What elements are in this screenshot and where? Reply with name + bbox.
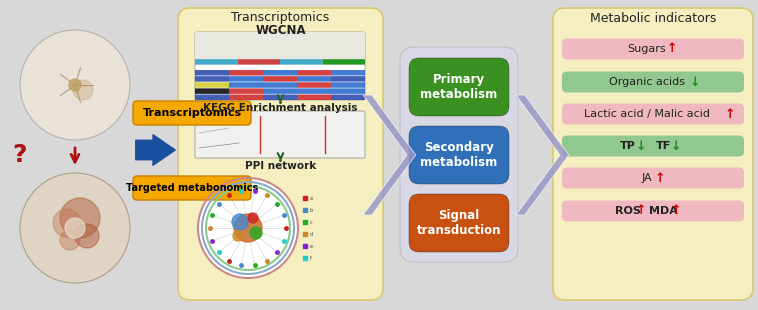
Text: Targeted metabonomics: Targeted metabonomics (126, 183, 258, 193)
FancyBboxPatch shape (195, 111, 365, 158)
FancyBboxPatch shape (195, 82, 229, 88)
FancyBboxPatch shape (400, 47, 518, 262)
FancyBboxPatch shape (562, 201, 744, 222)
FancyBboxPatch shape (229, 82, 263, 88)
Text: Sugars: Sugars (628, 44, 666, 54)
Text: MDA: MDA (649, 206, 678, 216)
Text: b: b (310, 207, 313, 212)
Text: ↓: ↓ (671, 140, 681, 153)
Circle shape (234, 214, 262, 242)
FancyBboxPatch shape (263, 88, 297, 94)
Text: Transcriptomics: Transcriptomics (143, 108, 242, 118)
FancyBboxPatch shape (331, 95, 365, 100)
Circle shape (53, 209, 81, 237)
FancyBboxPatch shape (263, 70, 297, 76)
Text: TP: TP (620, 141, 636, 151)
FancyArrowPatch shape (136, 135, 175, 165)
Text: WGCNA: WGCNA (255, 24, 305, 38)
Circle shape (60, 198, 100, 238)
FancyBboxPatch shape (297, 82, 331, 88)
FancyBboxPatch shape (409, 58, 509, 116)
Text: Lactic acid / Malic acid: Lactic acid / Malic acid (584, 109, 710, 119)
Text: ↑: ↑ (636, 205, 647, 218)
Circle shape (75, 224, 99, 248)
Text: ↑: ↑ (671, 205, 681, 218)
FancyBboxPatch shape (331, 70, 365, 76)
FancyBboxPatch shape (178, 8, 383, 300)
Polygon shape (516, 95, 568, 215)
Circle shape (73, 80, 93, 100)
FancyBboxPatch shape (195, 32, 365, 63)
FancyBboxPatch shape (195, 32, 365, 100)
FancyBboxPatch shape (297, 70, 331, 76)
FancyBboxPatch shape (553, 8, 753, 300)
FancyBboxPatch shape (562, 167, 744, 188)
FancyBboxPatch shape (297, 95, 331, 100)
Text: Secondary
metabolism: Secondary metabolism (421, 140, 497, 170)
FancyBboxPatch shape (195, 70, 229, 76)
Text: Signal
transduction: Signal transduction (417, 209, 501, 237)
Text: a: a (310, 196, 313, 201)
FancyBboxPatch shape (229, 70, 263, 76)
FancyBboxPatch shape (409, 194, 509, 252)
Text: e: e (310, 243, 313, 249)
Text: ↑: ↑ (667, 42, 678, 55)
FancyBboxPatch shape (562, 104, 744, 125)
FancyBboxPatch shape (195, 95, 229, 100)
FancyBboxPatch shape (322, 59, 365, 65)
Text: d: d (310, 232, 313, 237)
FancyBboxPatch shape (195, 59, 237, 65)
Circle shape (233, 231, 243, 241)
Text: ↑: ↑ (654, 171, 665, 184)
FancyBboxPatch shape (133, 101, 251, 125)
FancyBboxPatch shape (562, 72, 744, 92)
FancyBboxPatch shape (562, 38, 744, 60)
Circle shape (69, 79, 81, 91)
FancyBboxPatch shape (331, 88, 365, 94)
FancyBboxPatch shape (297, 88, 331, 94)
Circle shape (60, 230, 80, 250)
FancyBboxPatch shape (331, 82, 365, 88)
Text: ↑: ↑ (725, 108, 735, 121)
FancyBboxPatch shape (195, 76, 229, 82)
FancyBboxPatch shape (280, 59, 322, 65)
Text: ROS: ROS (615, 206, 641, 216)
FancyBboxPatch shape (331, 76, 365, 82)
Text: KEGG Enrichment analysis: KEGG Enrichment analysis (203, 103, 358, 113)
FancyBboxPatch shape (263, 76, 297, 82)
Circle shape (232, 214, 248, 230)
Text: ?: ? (13, 143, 27, 167)
FancyBboxPatch shape (409, 126, 509, 184)
Text: Organic acids: Organic acids (609, 77, 685, 87)
FancyBboxPatch shape (237, 59, 280, 65)
Circle shape (248, 213, 258, 223)
Circle shape (198, 178, 298, 278)
FancyBboxPatch shape (229, 88, 263, 94)
FancyBboxPatch shape (297, 76, 331, 82)
FancyBboxPatch shape (229, 76, 263, 82)
Text: TF: TF (656, 141, 671, 151)
FancyBboxPatch shape (263, 82, 297, 88)
Circle shape (20, 173, 130, 283)
Text: ↓: ↓ (689, 76, 700, 88)
Text: PPI network: PPI network (245, 161, 316, 171)
Text: Transcriptomics: Transcriptomics (231, 11, 330, 24)
FancyBboxPatch shape (133, 176, 251, 200)
Text: Metabolic indicators: Metabolic indicators (590, 11, 716, 24)
Circle shape (65, 218, 85, 238)
FancyBboxPatch shape (263, 95, 297, 100)
Text: JA: JA (642, 173, 653, 183)
Text: ↓: ↓ (636, 140, 647, 153)
Polygon shape (363, 95, 416, 215)
FancyBboxPatch shape (195, 88, 229, 94)
Circle shape (250, 227, 262, 239)
Circle shape (20, 30, 130, 140)
FancyBboxPatch shape (229, 95, 263, 100)
Text: f: f (310, 255, 312, 260)
FancyBboxPatch shape (562, 135, 744, 157)
Text: Primary
metabolism: Primary metabolism (421, 73, 497, 101)
Text: c: c (310, 219, 312, 224)
